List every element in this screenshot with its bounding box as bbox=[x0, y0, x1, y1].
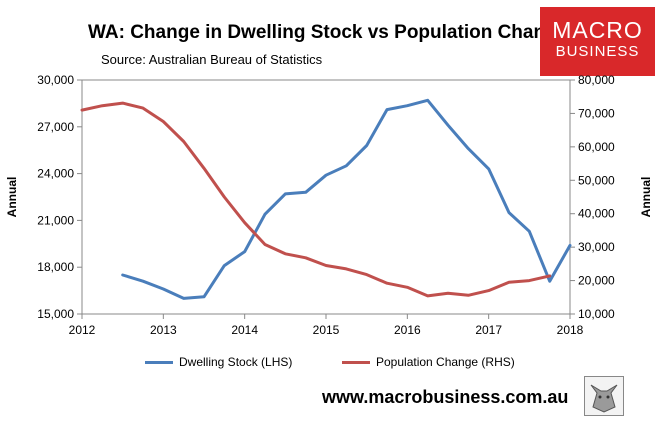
legend-label-dwelling-stock: Dwelling Stock (LHS) bbox=[179, 355, 293, 369]
chart-source: Source: Australian Bureau of Statistics bbox=[101, 52, 323, 67]
x-tick-label: 2013 bbox=[150, 323, 177, 337]
y-right-tick-label: 50,000 bbox=[578, 173, 615, 187]
series-line-dwelling-stock bbox=[121, 98, 572, 300]
x-tick-label: 2012 bbox=[69, 323, 96, 337]
y-right-axis-title: Annual bbox=[639, 177, 653, 218]
y-right-tick-label: 30,000 bbox=[578, 240, 615, 254]
x-tick-label: 2017 bbox=[475, 323, 502, 337]
y-right-tick-label: 60,000 bbox=[578, 140, 615, 154]
macrobusiness-logo: MACRO BUSINESS bbox=[540, 7, 655, 76]
y-right-tick-label: 10,000 bbox=[578, 307, 615, 321]
legend-label-population-change: Population Change (RHS) bbox=[376, 355, 515, 369]
legend-swatch-dwelling-stock bbox=[145, 360, 173, 364]
logo-line-2: BUSINESS bbox=[555, 43, 640, 60]
y-left-tick-label: 15,000 bbox=[37, 307, 74, 321]
logo-line-1: MACRO bbox=[552, 17, 643, 43]
y-left-axis-title: Annual bbox=[5, 177, 19, 218]
x-tick-label: 2015 bbox=[313, 323, 340, 337]
x-tick-label: 2018 bbox=[557, 323, 584, 337]
legend-swatch-population-change bbox=[342, 360, 370, 364]
series-line-population-change bbox=[80, 101, 552, 298]
y-right-tick-label: 70,000 bbox=[578, 106, 615, 120]
y-right-tick-label: 80,000 bbox=[578, 73, 615, 87]
chart-title: WA: Change in Dwelling Stock vs Populati… bbox=[88, 22, 568, 43]
x-tick-label: 2014 bbox=[231, 323, 258, 337]
y-right-tick-label: 40,000 bbox=[578, 207, 615, 221]
y-left-tick-label: 21,000 bbox=[37, 213, 74, 227]
legend-item-dwelling-stock: Dwelling Stock (LHS) bbox=[145, 355, 292, 369]
y-right-tick-label: 20,000 bbox=[578, 274, 615, 288]
wolf-logo-icon bbox=[584, 376, 624, 416]
website-url: www.macrobusiness.com.au bbox=[322, 387, 569, 407]
legend-item-population-change: Population Change (RHS) bbox=[342, 355, 515, 369]
y-left-tick-label: 27,000 bbox=[37, 120, 74, 134]
y-left-tick-label: 24,000 bbox=[37, 167, 74, 181]
y-left-tick-label: 18,000 bbox=[37, 260, 74, 274]
y-left-tick-label: 30,000 bbox=[37, 73, 74, 87]
x-tick-label: 2016 bbox=[394, 323, 421, 337]
